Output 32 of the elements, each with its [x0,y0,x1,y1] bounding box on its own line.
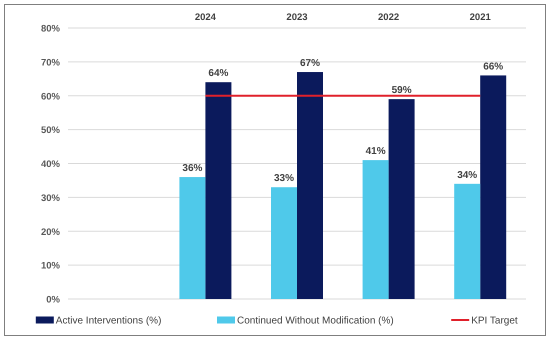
legend-label: Continued Without Modification (%) [237,316,394,326]
bar [388,99,415,299]
y-tick-label: 40% [40,159,61,170]
x-tick-label: 2024 [194,12,217,23]
data-label: 34% [457,170,478,181]
y-tick-label: 0% [46,294,61,306]
data-label: 33% [274,173,294,184]
y-tick-label: 10% [40,260,61,272]
bar [454,184,480,299]
data-label: 66% [483,61,504,72]
x-tick-label: 2021 [470,12,492,23]
bar [179,177,206,299]
data-label: 59% [392,85,412,96]
legend-label: KPI Target [471,316,518,326]
data-label: 67% [300,58,320,70]
y-tick-label: 70% [40,57,61,68]
y-tick-label: 60% [40,91,61,102]
bar [362,160,389,299]
y-tick-label: 20% [40,226,61,238]
x-tick-label: 2023 [286,12,308,23]
data-label: 41% [366,146,386,158]
x-tick-label: 2022 [378,12,400,23]
bar [205,82,232,299]
bar [480,75,506,299]
data-label: 64% [208,68,229,80]
legend-label: Active Interventions (%) [56,316,162,326]
y-tick-label: 30% [40,192,61,204]
bar [297,72,323,299]
y-tick-label: 80% [40,24,61,34]
bar [271,187,297,299]
data-label: 36% [182,163,203,174]
y-tick-label: 50% [40,125,61,136]
